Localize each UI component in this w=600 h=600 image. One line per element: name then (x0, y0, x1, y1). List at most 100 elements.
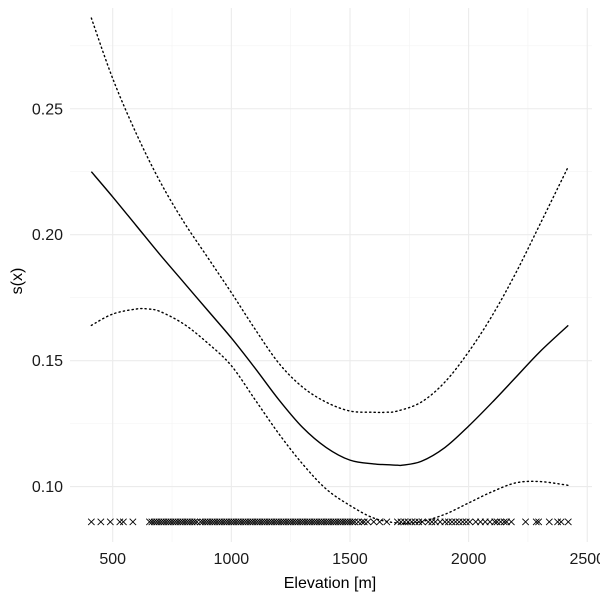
rug-mark-stroke-b (193, 518, 201, 526)
rug-mark (401, 518, 409, 526)
rug-mark-stroke-b (97, 518, 105, 526)
rug-mark (441, 518, 449, 526)
rug-mark (364, 518, 372, 526)
rug-mark-stroke-b (351, 518, 359, 526)
rug-mark (497, 518, 505, 526)
rug-mark (507, 518, 515, 526)
rug-mark (376, 518, 384, 526)
rug-mark (532, 518, 540, 526)
rug-mark (500, 518, 508, 526)
grid-major-y (70, 108, 592, 488)
rug-mark-stroke-b (564, 518, 572, 526)
rug-mark-stroke-b (370, 518, 378, 526)
upper-ci-line (90, 17, 569, 414)
rug-mark (87, 518, 95, 526)
rug-mark-stroke-b (106, 518, 114, 526)
rug-mark-stroke-b (404, 518, 412, 526)
rug-mark (424, 518, 432, 526)
rug-mark (408, 518, 416, 526)
rug-mark-stroke-b (448, 518, 456, 526)
rug-mark-stroke-b (424, 518, 432, 526)
rug-mark-stroke-b (358, 518, 366, 526)
rug-mark (97, 518, 105, 526)
rug-mark-stroke-b (408, 518, 416, 526)
x-tick-label: 500 (99, 551, 126, 568)
rug-mark-stroke-b (119, 518, 127, 526)
rug-mark (418, 518, 426, 526)
rug-mark (393, 518, 401, 526)
rug-mark-stroke-b (129, 518, 137, 526)
rug-mark-stroke-b (455, 518, 463, 526)
rug-mark (415, 518, 423, 526)
rug-mark (564, 518, 572, 526)
rug-mark-stroke-b (535, 518, 543, 526)
rug-mark (462, 518, 470, 526)
rug-mark (493, 518, 501, 526)
rug-mark (554, 518, 562, 526)
rug-mark-stroke-b (415, 518, 423, 526)
rug-mark-stroke-b (507, 518, 515, 526)
rug-mark (116, 518, 124, 526)
rug-mark-stroke-b (383, 518, 391, 526)
rug-mark-stroke-b (545, 518, 553, 526)
rug-mark-stroke-b (376, 518, 384, 526)
rug-mark-stroke-b (87, 518, 95, 526)
rug-mark (444, 518, 452, 526)
rug-mark (129, 518, 137, 526)
rug-mark-stroke-b (459, 518, 467, 526)
y-axis-tick-labels: 0.10 0.15 0.20 0.25 (32, 101, 63, 496)
rug-mark-stroke-b (466, 518, 474, 526)
rug-mark-stroke-b (532, 518, 540, 526)
y-tick-label: 0.15 (32, 353, 63, 370)
rug-mark-stroke-b (452, 518, 460, 526)
rug-mark-stroke-b (116, 518, 124, 526)
rug-mark-stroke-b (393, 518, 401, 526)
rug-mark (106, 518, 114, 526)
rug-mark-stroke-b (364, 518, 372, 526)
rug-mark (535, 518, 543, 526)
rug-mark (360, 518, 368, 526)
x-tick-label: 1500 (332, 551, 368, 568)
rug-mark-stroke-b (354, 518, 362, 526)
rug-mark-stroke-b (428, 518, 436, 526)
y-tick-label: 0.10 (32, 479, 63, 496)
rug-mark-stroke-b (441, 518, 449, 526)
rug-mark-stroke-b (557, 518, 565, 526)
rug-mark-stroke-b (462, 518, 470, 526)
y-tick-label: 0.25 (32, 101, 63, 118)
y-axis-title: s(x) (9, 268, 26, 295)
rug-mark (545, 518, 553, 526)
rug-mark (522, 518, 530, 526)
rug-mark-stroke-b (411, 518, 419, 526)
rug-mark (351, 518, 359, 526)
x-tick-label: 2000 (451, 551, 487, 568)
rug-mark (119, 518, 127, 526)
rug-mark-stroke-b (491, 518, 499, 526)
x-axis-title: Elevation [m] (284, 575, 376, 592)
rug-mark-stroke-b (401, 518, 409, 526)
rug-mark-stroke-b (418, 518, 426, 526)
rug-mark (411, 518, 419, 526)
x-tick-label: 1000 (214, 551, 250, 568)
rug-mark-stroke-b (500, 518, 508, 526)
rug-mark (370, 518, 378, 526)
grid-minor-x (171, 8, 529, 542)
rug-mark (557, 518, 565, 526)
rug-mark-stroke-b (554, 518, 562, 526)
rug-mark-stroke-b (493, 518, 501, 526)
fit-line (90, 171, 569, 467)
y-tick-label: 0.20 (32, 227, 63, 244)
rug-markers (87, 518, 572, 526)
rug-mark (397, 518, 405, 526)
plot-panel (70, 8, 592, 542)
rug-mark (191, 518, 199, 526)
rug-mark-stroke-b (444, 518, 452, 526)
series-layer (90, 17, 569, 525)
rug-mark-stroke-b (497, 518, 505, 526)
lower-ci-line (90, 307, 569, 525)
rug-mark (459, 518, 467, 526)
rug-mark (491, 518, 499, 526)
